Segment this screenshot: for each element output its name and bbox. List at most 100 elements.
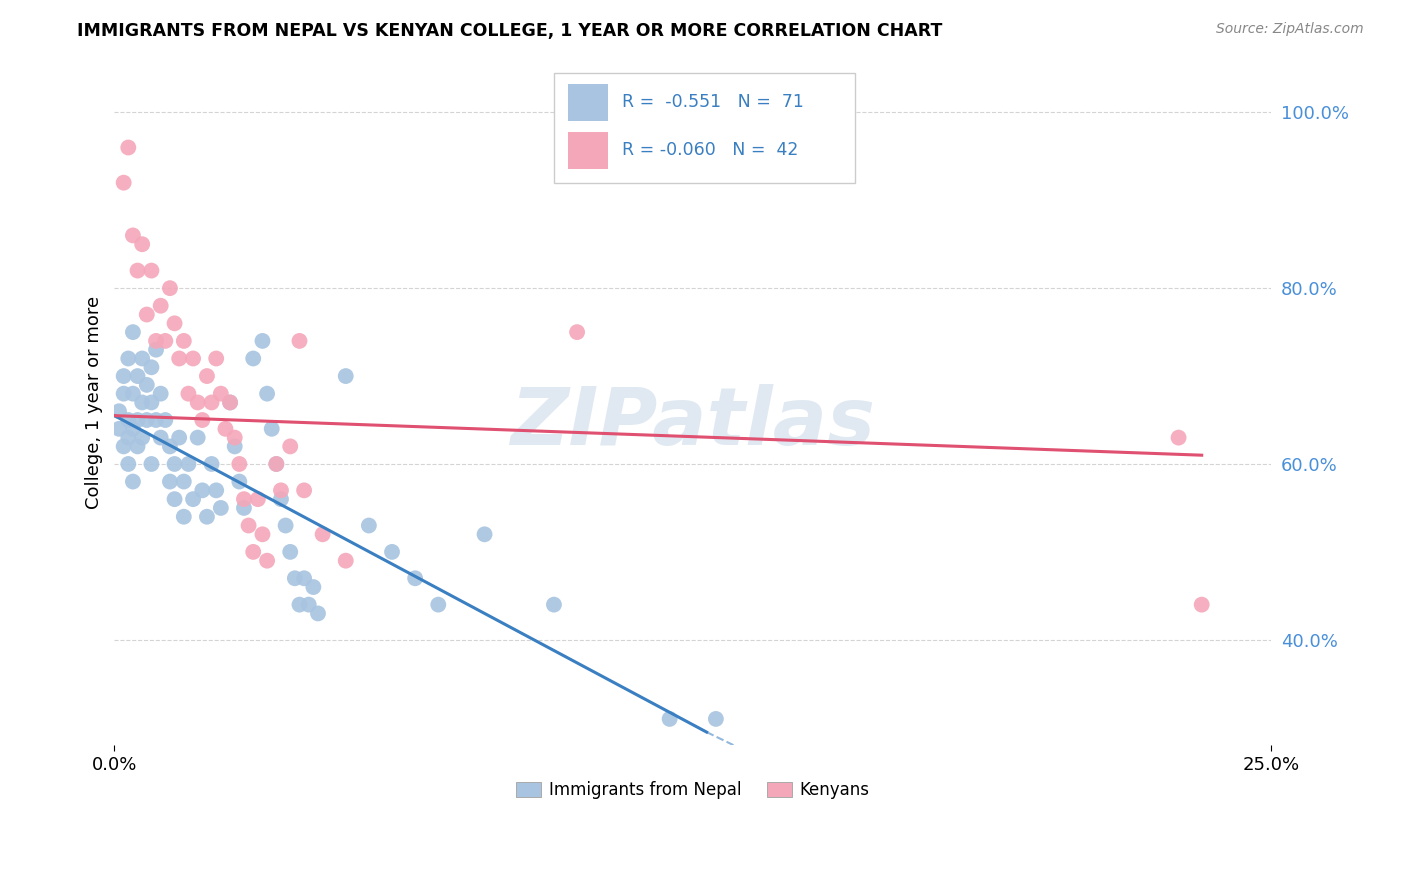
Point bbox=[159, 439, 181, 453]
Point bbox=[284, 571, 307, 585]
Point bbox=[122, 228, 145, 243]
Point bbox=[233, 500, 256, 515]
Point bbox=[195, 509, 218, 524]
Point bbox=[224, 439, 246, 453]
Bar bbox=[568, 132, 609, 169]
Point bbox=[127, 413, 149, 427]
Point bbox=[474, 527, 496, 541]
Point bbox=[117, 351, 139, 366]
Point bbox=[427, 598, 450, 612]
Point bbox=[117, 431, 139, 445]
Point bbox=[159, 475, 181, 489]
Point bbox=[658, 712, 681, 726]
Point bbox=[187, 431, 209, 445]
Point bbox=[112, 176, 135, 190]
Text: IMMIGRANTS FROM NEPAL VS KENYAN COLLEGE, 1 YEAR OR MORE CORRELATION CHART: IMMIGRANTS FROM NEPAL VS KENYAN COLLEGE,… bbox=[77, 22, 942, 40]
Point bbox=[117, 140, 139, 154]
Point bbox=[141, 457, 163, 471]
Point bbox=[298, 598, 321, 612]
Y-axis label: College, 1 year or more: College, 1 year or more bbox=[86, 296, 103, 509]
Point bbox=[191, 413, 214, 427]
Point bbox=[131, 395, 153, 409]
Point bbox=[177, 457, 200, 471]
Point bbox=[117, 457, 139, 471]
Point bbox=[1167, 431, 1189, 445]
FancyBboxPatch shape bbox=[554, 73, 855, 183]
Point bbox=[256, 386, 278, 401]
Point bbox=[219, 395, 242, 409]
Point bbox=[149, 431, 172, 445]
Point bbox=[135, 308, 157, 322]
Point bbox=[173, 509, 195, 524]
Point bbox=[209, 500, 232, 515]
Point bbox=[149, 299, 172, 313]
Point bbox=[117, 413, 139, 427]
Text: Source: ZipAtlas.com: Source: ZipAtlas.com bbox=[1216, 22, 1364, 37]
Point bbox=[163, 492, 186, 507]
Point bbox=[205, 351, 228, 366]
Point bbox=[167, 431, 190, 445]
Point bbox=[256, 554, 278, 568]
Point bbox=[302, 580, 325, 594]
Point bbox=[335, 554, 357, 568]
Point bbox=[214, 422, 236, 436]
Point bbox=[381, 545, 404, 559]
Legend: Immigrants from Nepal, Kenyans: Immigrants from Nepal, Kenyans bbox=[509, 774, 876, 805]
Point bbox=[191, 483, 214, 498]
Point bbox=[131, 431, 153, 445]
Point bbox=[238, 518, 260, 533]
Point bbox=[224, 431, 246, 445]
Point bbox=[219, 395, 242, 409]
Point bbox=[149, 386, 172, 401]
Point bbox=[112, 369, 135, 384]
Point bbox=[266, 457, 288, 471]
Point bbox=[145, 343, 167, 357]
Point bbox=[145, 334, 167, 348]
Point bbox=[246, 492, 269, 507]
Point bbox=[127, 369, 149, 384]
Point bbox=[260, 422, 283, 436]
Point bbox=[127, 263, 149, 277]
Point bbox=[145, 413, 167, 427]
Text: R = -0.060   N =  42: R = -0.060 N = 42 bbox=[623, 142, 799, 160]
Point bbox=[228, 475, 250, 489]
Point bbox=[112, 439, 135, 453]
Point bbox=[112, 386, 135, 401]
Point bbox=[177, 386, 200, 401]
Point bbox=[543, 598, 565, 612]
Point bbox=[252, 527, 274, 541]
Point bbox=[141, 360, 163, 375]
Point bbox=[404, 571, 426, 585]
Point bbox=[288, 598, 311, 612]
Point bbox=[155, 413, 177, 427]
Point bbox=[122, 475, 145, 489]
Point bbox=[135, 377, 157, 392]
Point bbox=[292, 483, 315, 498]
Point bbox=[311, 527, 333, 541]
Point bbox=[181, 492, 204, 507]
Point bbox=[292, 571, 315, 585]
Point bbox=[209, 386, 232, 401]
Point bbox=[335, 369, 357, 384]
Point bbox=[200, 395, 222, 409]
Point bbox=[357, 518, 380, 533]
Point bbox=[307, 607, 329, 621]
Point bbox=[274, 518, 297, 533]
Point bbox=[141, 395, 163, 409]
Point bbox=[163, 457, 186, 471]
Point bbox=[270, 492, 292, 507]
Point bbox=[187, 395, 209, 409]
Point bbox=[228, 457, 250, 471]
Point bbox=[205, 483, 228, 498]
Text: ZIPatlas: ZIPatlas bbox=[510, 384, 876, 462]
Point bbox=[122, 386, 145, 401]
Point bbox=[565, 325, 588, 339]
Point bbox=[135, 413, 157, 427]
Point bbox=[159, 281, 181, 295]
Point bbox=[1191, 598, 1213, 612]
Point bbox=[278, 439, 301, 453]
Point bbox=[252, 334, 274, 348]
Point bbox=[195, 369, 218, 384]
Point bbox=[200, 457, 222, 471]
Point bbox=[141, 263, 163, 277]
